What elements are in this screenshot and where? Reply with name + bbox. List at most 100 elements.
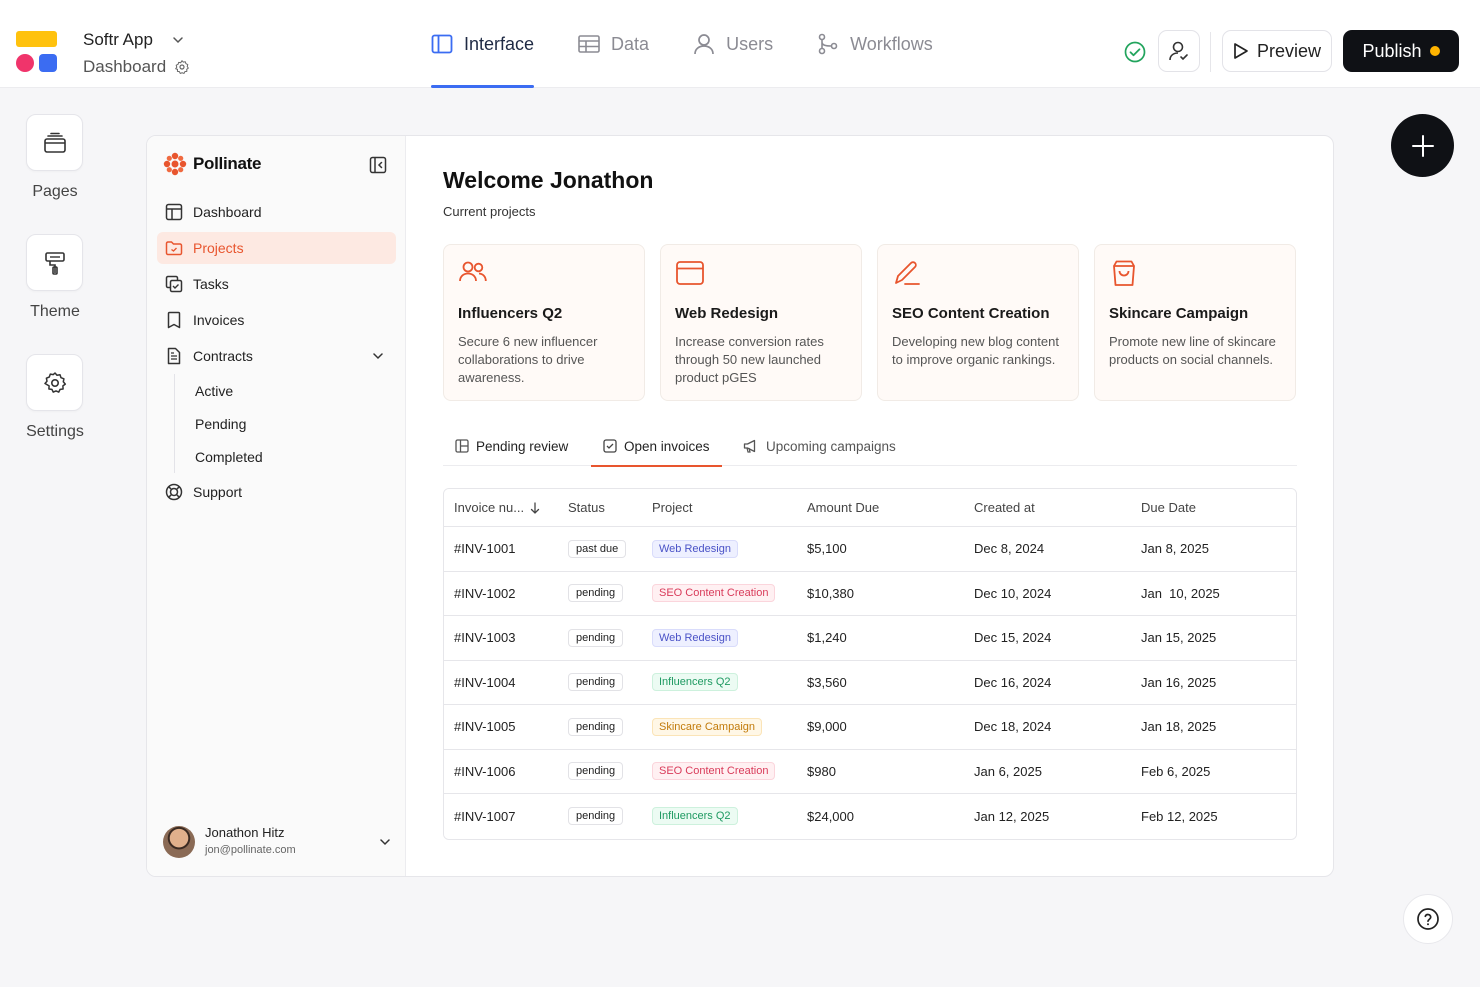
invoice-number: #INV-1003 (454, 630, 516, 646)
shopping-bag-icon (1113, 260, 1135, 286)
due-date: Jan 8, 2025 (1141, 541, 1209, 557)
invoice-number: #INV-1004 (454, 674, 516, 690)
play-icon (1234, 43, 1248, 59)
sidebar-item-support[interactable]: Support (157, 476, 396, 508)
tab-workflows[interactable]: Workflows (817, 0, 933, 88)
sidebar-item-tasks[interactable]: Tasks (157, 268, 396, 300)
created-date: Dec 10, 2024 (974, 585, 1052, 601)
due-date: Jan 10, 2025 (1141, 585, 1220, 601)
sidebar-menu: Dashboard Projects Tasks Invoices Contra… (157, 196, 396, 512)
chevron-down-icon[interactable] (379, 836, 391, 848)
workflow-icon (818, 33, 838, 55)
current-page-name: Dashboard (83, 57, 167, 76)
user-preview-button[interactable] (1158, 30, 1200, 72)
preview-button[interactable]: Preview (1222, 30, 1332, 72)
dashboard-icon (165, 203, 183, 221)
top-bar: Softr App Dashboard Interface Data Users… (0, 0, 1480, 88)
card-title: Influencers Q2 (458, 305, 563, 322)
table-row[interactable]: #INV-1006 pending SEO Content Creation $… (444, 749, 1296, 794)
help-button[interactable] (1403, 894, 1453, 944)
rail-item-pages[interactable]: Pages (26, 114, 84, 201)
sidebar-item-contracts[interactable]: Contracts (157, 340, 396, 372)
amount-due: $5,100 (807, 541, 847, 557)
table-row[interactable]: #INV-1003 pending Web Redesign $1,240 De… (444, 616, 1296, 661)
brand-name: Pollinate (193, 154, 262, 173)
status-badge: pending (568, 584, 624, 603)
table-row[interactable]: #INV-1007 pending Influencers Q2 $24,000… (444, 794, 1296, 839)
column-header-invoice[interactable]: Invoice nu... (444, 489, 558, 526)
main-nav: Interface Data Users Workflows (431, 0, 933, 88)
softr-logo (16, 31, 58, 73)
layout-icon (455, 439, 469, 453)
rail-item-settings[interactable]: Settings (26, 354, 84, 441)
layout-icon (431, 34, 453, 54)
project-card[interactable]: Skincare Campaign Promote new line of sk… (1094, 244, 1296, 401)
column-header-project[interactable]: Project (652, 500, 693, 515)
card-description: Developing new blog content to improve o… (892, 334, 1059, 367)
project-tag: Influencers Q2 (652, 673, 738, 692)
amount-due: $1,240 (807, 630, 847, 646)
column-header-status[interactable]: Status (568, 500, 605, 515)
chevron-down-icon[interactable] (372, 350, 384, 362)
app-switcher[interactable]: Softr App (83, 30, 185, 50)
rail-item-theme[interactable]: Theme (26, 234, 84, 321)
invoice-number: #INV-1006 (454, 763, 516, 779)
table-row[interactable]: #INV-1001 past due Web Redesign $5,100 D… (444, 527, 1296, 572)
tab-data[interactable]: Data (578, 0, 649, 88)
sidebar-subitem-pending[interactable]: Pending (195, 415, 247, 432)
created-date: Jan 12, 2025 (974, 808, 1050, 824)
sidebar-item-projects[interactable]: Projects (157, 232, 396, 264)
project-card[interactable]: Influencers Q2 Secure 6 new influencer c… (443, 244, 645, 401)
user-icon (694, 34, 714, 55)
section-subtitle: Current projects (443, 204, 536, 219)
tab-pending-review[interactable]: Pending review (455, 426, 568, 466)
project-tag: Influencers Q2 (652, 807, 738, 826)
pen-icon (895, 261, 920, 285)
add-block-button[interactable] (1391, 114, 1454, 177)
due-date: Jan 18, 2025 (1141, 719, 1217, 735)
status-badge: pending (568, 628, 624, 647)
table-icon (578, 35, 600, 53)
paint-roller-icon (44, 251, 65, 275)
column-header-due[interactable]: Due Date (1141, 500, 1196, 515)
tab-open-invoices[interactable]: Open invoices (591, 426, 722, 467)
file-icon (167, 347, 181, 365)
collapse-sidebar-icon[interactable] (369, 156, 387, 174)
brand: Pollinate (163, 152, 261, 176)
project-card[interactable]: Web Redesign Increase conversion rates t… (660, 244, 862, 401)
column-header-created[interactable]: Created at (974, 500, 1035, 515)
sidebar-item-dashboard[interactable]: Dashboard (157, 196, 396, 228)
due-date: Feb 6, 2025 (1141, 763, 1211, 779)
sidebar-subitem-active[interactable]: Active (195, 382, 234, 399)
sidebar-subitem-completed[interactable]: Completed (195, 448, 263, 465)
publish-button[interactable]: Publish (1343, 30, 1459, 72)
gear-icon[interactable] (174, 59, 190, 75)
table-row[interactable]: #INV-1002 pending SEO Content Creation $… (444, 571, 1296, 616)
rail-button-theme[interactable] (26, 234, 83, 291)
tasks-icon (165, 275, 183, 293)
browser-icon (676, 261, 704, 285)
rail-button-settings[interactable] (26, 354, 83, 411)
sidebar-item-invoices[interactable]: Invoices (157, 304, 396, 336)
tab-upcoming-campaigns[interactable]: Upcoming campaigns (743, 426, 896, 466)
page-switcher[interactable]: Dashboard (83, 57, 190, 77)
status-badge: pending (568, 762, 624, 781)
project-tag: SEO Content Creation (652, 762, 776, 781)
rail-button-pages[interactable] (26, 114, 83, 171)
contracts-submenu: Active Pending Completed (174, 374, 396, 473)
tab-users[interactable]: Users (693, 0, 773, 88)
table-row[interactable]: #INV-1004 pending Influencers Q2 $3,560 … (444, 660, 1296, 705)
user-menu[interactable]: Jonathon Hitz jon@pollinate.com (163, 824, 391, 860)
amount-due: $10,380 (807, 585, 854, 601)
chevron-down-icon (173, 37, 183, 44)
due-date: Jan 15, 2025 (1141, 630, 1217, 646)
avatar (163, 826, 195, 858)
table-row[interactable]: #INV-1005 pending Skincare Campaign $9,0… (444, 705, 1296, 750)
project-cards: Influencers Q2 Secure 6 new influencer c… (443, 244, 1296, 401)
tab-interface[interactable]: Interface (431, 0, 535, 88)
column-header-amount[interactable]: Amount Due (807, 500, 880, 515)
sort-descending-icon[interactable] (530, 501, 540, 514)
project-card[interactable]: SEO Content Creation Developing new blog… (877, 244, 1079, 401)
question-circle-icon (1417, 908, 1439, 930)
status-badge: pending (568, 717, 624, 736)
